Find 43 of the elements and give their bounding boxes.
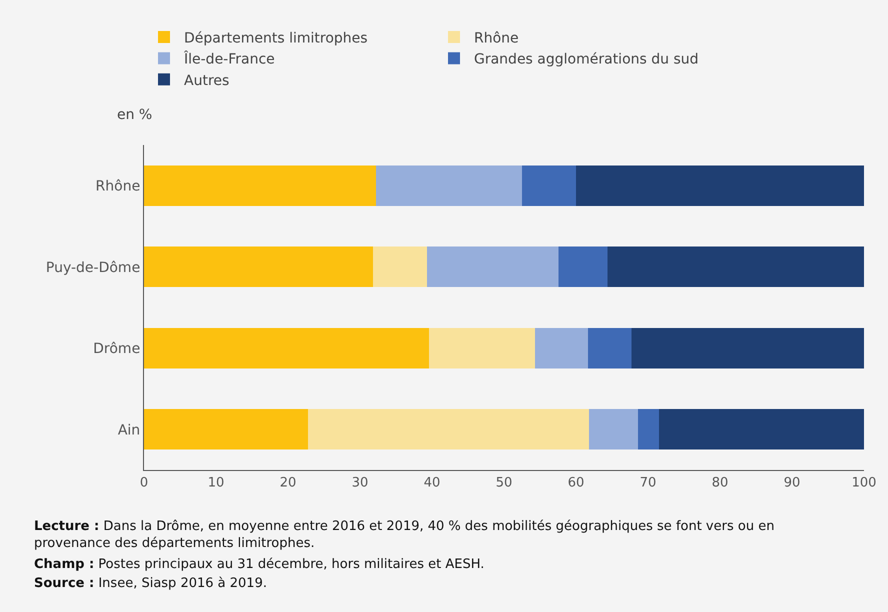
- bar: [429, 328, 535, 368]
- bar: [558, 246, 608, 288]
- bar: [522, 165, 576, 206]
- source-note: Source : Insee, Siasp 2016 à 2019.: [34, 576, 267, 591]
- y-tick-label: Rhône: [96, 178, 140, 195]
- legend-label: Départements limitrophes: [184, 30, 368, 46]
- x-tick-label: 80: [712, 476, 728, 491]
- bar: [144, 246, 373, 288]
- legend-label: Rhône: [474, 30, 519, 46]
- bar: [588, 409, 638, 450]
- x-tick-label: 10: [208, 476, 224, 491]
- x-tick-label: 50: [496, 476, 512, 491]
- bar: [576, 165, 864, 206]
- bar: [534, 328, 588, 368]
- text: Champ : Postes principaux au 31 décembre, hors militaires et AESH.: [34, 557, 484, 572]
- y-tick-label: Drôme: [93, 341, 140, 358]
- legend-label: Grandes agglomérations du sud: [474, 52, 699, 68]
- bar: [588, 328, 632, 368]
- x-tick-label: 0: [140, 476, 148, 491]
- bar: [144, 328, 430, 368]
- text: Lecture : Dans la Drôme, en moyenne entre 2016 et 2019, 40 % des mobilités géographiques se font vers ou en provenance des départements limitrophes.: [34, 519, 774, 551]
- x-tick-label: 90: [784, 476, 800, 491]
- y-tick-label: Ain: [118, 422, 140, 438]
- bar: [144, 165, 376, 206]
- legend-label: Île-de-France: [184, 50, 275, 68]
- x-tick-label: 70: [640, 476, 656, 491]
- x-tick-label: 30: [352, 476, 368, 491]
- chart-subtitle: en %: [117, 107, 152, 123]
- y-tick-label: Puy-de-Dôme: [46, 260, 140, 276]
- x-tick-label: 20: [280, 476, 296, 491]
- x-tick-label: 60: [568, 476, 584, 491]
- bar: [426, 246, 559, 288]
- bar: [372, 246, 427, 288]
- bar: [144, 409, 308, 450]
- bar: [631, 328, 864, 368]
- bar: [608, 246, 864, 288]
- x-tick-label: 40: [424, 476, 440, 491]
- legend-label: Autres: [184, 72, 230, 89]
- x-tick-label: 100: [852, 476, 876, 491]
- bar: [638, 409, 659, 450]
- bar: [308, 409, 589, 450]
- bar: [658, 409, 864, 450]
- bar: [376, 165, 522, 206]
